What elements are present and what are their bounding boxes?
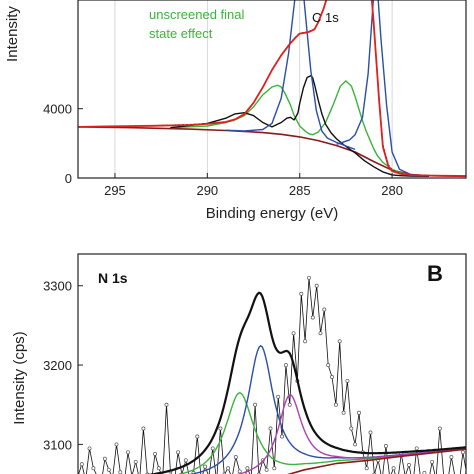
- panel-a-c1s-chart: 295 290 285 280 0 4000 Binding energy (eV) In…: [4, 0, 467, 222]
- panel-b-data-point-7: [102, 456, 107, 461]
- panel-a-xtick-label-285: 285: [289, 183, 311, 198]
- panel-b-data-point-1: [79, 462, 84, 467]
- panel-b-data-point-59: [303, 339, 308, 344]
- panel-a-ytick-label-0: 0: [65, 171, 72, 186]
- panel-b-data-point-3: [87, 446, 92, 451]
- panel-a-fit-envelope-6: [78, 0, 466, 177]
- panel-b-data-point-11: [118, 470, 123, 474]
- panel-b-data-point-64: [322, 307, 327, 312]
- panel-b-data-point-75: [364, 466, 369, 471]
- panel-b-ytick-label-3300: 3300: [43, 279, 72, 294]
- panel-b-fit-envelope: [146, 291, 466, 474]
- panel-b-background-curve: [286, 448, 466, 474]
- panel-b-data-point-67: [333, 402, 338, 407]
- panel-b-data-point-97: [449, 455, 454, 460]
- panel-a-region-label: C 1s: [312, 10, 339, 25]
- panel-b-data-point-42: [237, 469, 242, 474]
- panel-b-data-point-13: [126, 450, 130, 455]
- panel-b-data-point-82: [391, 466, 396, 471]
- panel-a-unscreened-component-1: [170, 80, 430, 177]
- panel-b-ytick-label-3200: 3200: [43, 358, 72, 373]
- panel-b-data-point-70: [345, 378, 350, 383]
- panel-b-data-point-54: [283, 363, 288, 368]
- panel-b-data-point-33: [203, 464, 207, 469]
- panel-a-y-axis-label: Intensity: [4, 6, 21, 62]
- panel-a-xtick-label-295: 295: [104, 183, 126, 198]
- panel-b-data-point-28: [183, 458, 188, 463]
- panel-a-plot-area: [78, 0, 466, 178]
- panel-b-y-axis-label: Intensity (cps): [11, 331, 28, 424]
- panel-b-data-point-90: [422, 471, 427, 474]
- panel-b-data-point-100: [460, 450, 465, 455]
- panel-b-n1s-chart: 3100 3200 3300 Intensity (cps) N 1s B: [11, 253, 467, 474]
- panel-a-xtick-label-290: 290: [196, 183, 218, 198]
- panel-b-data-point-49: [264, 467, 269, 472]
- panel-b-ytick-label-3100: 3100: [43, 437, 72, 452]
- panel-b-letter: B: [427, 261, 443, 286]
- panel-b-data-point-51: [272, 466, 277, 471]
- panel-b-data-point-20: [153, 451, 157, 456]
- panel-b-data-point-37: [218, 426, 223, 431]
- panel-a-annotation-line-2: state effect: [149, 26, 213, 41]
- panel-b-data-point-23: [164, 402, 169, 407]
- panel-b-data-point-58: [299, 291, 304, 296]
- panel-b-data-point-73: [357, 410, 361, 415]
- panel-b-region-label: N 1s: [98, 270, 128, 286]
- panel-b-data-point-61: [310, 315, 315, 320]
- panel-b-data-point-86: [407, 463, 411, 467]
- panel-a-screened-component-3: [225, 0, 356, 151]
- panel-b-data-point-66: [330, 375, 334, 379]
- panel-b-data-point-56: [291, 331, 296, 336]
- panel-b-data-point-4: [91, 466, 96, 471]
- panel-a-x-axis-label: Binding energy (eV): [206, 205, 339, 222]
- panel-b-series-group: [78, 275, 466, 474]
- panel-b-data-point-60: [307, 275, 311, 280]
- panel-a-ytick-label-4000: 4000: [43, 102, 72, 117]
- panel-b-ticks: 3100 3200 3300: [43, 279, 83, 452]
- panel-b-data-point-92: [430, 459, 435, 464]
- panel-b-data-point-26: [176, 450, 181, 455]
- panel-b-data-point-62: [314, 283, 319, 288]
- panel-b-data-point-21: [156, 466, 161, 471]
- panel-a-frame: [77, 0, 467, 179]
- panel-b-data-point-44: [245, 466, 250, 471]
- panel-b-data-point-55: [287, 402, 292, 407]
- panel-a-series-group: [78, 0, 466, 178]
- panel-b-data-point-88: [414, 446, 419, 451]
- panel-b-data-point-8: [106, 467, 111, 472]
- panel-b-frame: [77, 253, 467, 474]
- panel-b-data-point-46: [253, 402, 258, 407]
- panel-a-background-curve-0: [78, 126, 466, 178]
- panel-b-data-point-50: [268, 426, 273, 431]
- panel-b-data-point-52: [276, 394, 281, 399]
- panel-b-data-point-69: [341, 410, 346, 415]
- panel-b-comp-right-component-2: [236, 393, 466, 474]
- panel-b-data-point-68: [337, 339, 342, 344]
- panel-a-measured-data-5: [78, 0, 466, 177]
- panel-b-data-point-17: [141, 426, 146, 431]
- panel-b-data-point-39: [226, 466, 231, 471]
- panel-b-data-point-80: [383, 444, 388, 448]
- panel-b-data-point-10: [114, 442, 119, 447]
- panel-b-measured-data: [78, 277, 466, 474]
- panel-b-data-point-72: [353, 442, 358, 447]
- panel-a-annotation-line-1: unscreened final: [149, 7, 245, 22]
- panel-b-data-point-41: [233, 455, 238, 460]
- panel-b-data-point-71: [349, 426, 354, 431]
- panel-b-data-point-63: [318, 331, 323, 336]
- panel-a-screened-component-4: [336, 0, 430, 177]
- panel-b-data-point-15: [133, 459, 138, 464]
- panel-b-data-point-35: [210, 446, 215, 451]
- panel-a-ticks: 295 290 285 280 0 4000: [43, 102, 403, 198]
- panel-b-data-point-65: [326, 363, 331, 368]
- panel-b-data-point-76: [368, 430, 373, 435]
- panel-b-plot-area: [78, 275, 466, 474]
- panel-a-xtick-label-280: 280: [381, 183, 403, 198]
- panel-b-data-point-31: [195, 434, 200, 439]
- panel-b-data-point-94: [437, 426, 442, 431]
- panel-b-data-point-53: [280, 434, 284, 439]
